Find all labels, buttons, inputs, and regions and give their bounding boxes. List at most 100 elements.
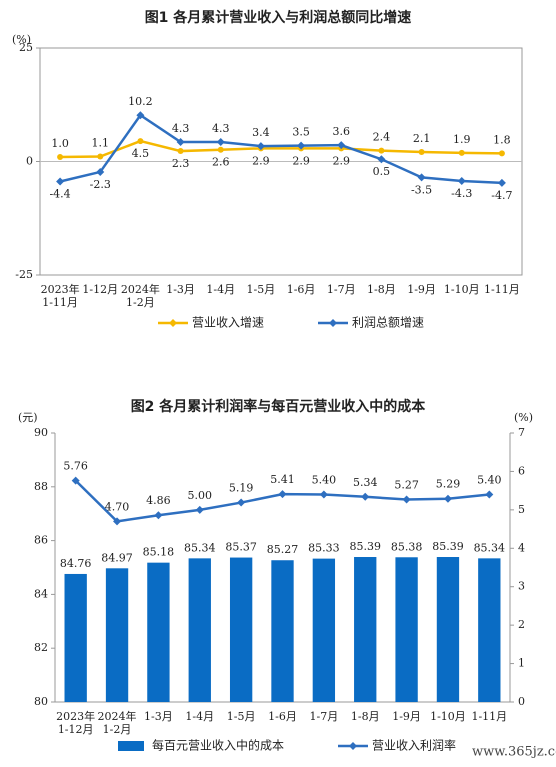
y-tick-label: 0: [26, 155, 33, 168]
x-tick-label: 2024年 1-2月: [98, 709, 137, 736]
value-label: -4.7: [491, 189, 512, 202]
value-label: 5.34: [353, 476, 378, 489]
y2-tick-label: 7: [518, 426, 525, 439]
value-label: 85.34: [184, 541, 216, 554]
bar: [478, 558, 501, 702]
x-tick-label: 1-10月: [444, 283, 480, 296]
x-tick-label: 1-8月: [351, 710, 380, 723]
marker: [136, 111, 145, 120]
x-tick-label: 1-6月: [287, 283, 316, 296]
x-tick-label: 2024年 1-2月: [121, 282, 160, 309]
bar: [229, 557, 253, 702]
marker: [237, 498, 246, 507]
x-tick-label: 1-11月: [471, 710, 507, 723]
value-label: 2.4: [373, 131, 391, 144]
value-label: 2.9: [333, 154, 351, 167]
y-tick-label: 80: [34, 695, 48, 708]
legend-swatch: [118, 741, 144, 751]
value-label: 5.40: [477, 473, 502, 486]
value-label: 1.1: [92, 137, 110, 150]
value-label: 5.40: [312, 473, 337, 486]
marker: [56, 177, 65, 186]
value-label: 5.00: [188, 489, 213, 502]
x-tick-label: 2023年 1-11月: [41, 282, 80, 309]
marker: [418, 148, 425, 155]
marker: [57, 153, 64, 160]
marker: [498, 150, 505, 157]
value-label: 4.5: [132, 147, 150, 160]
legend-label: 利润总额增速: [352, 316, 424, 330]
marker: [71, 476, 80, 485]
marker: [485, 490, 494, 499]
x-tick-label: 1-7月: [310, 710, 339, 723]
x-tick-label: 1-5月: [227, 710, 256, 723]
marker: [154, 511, 163, 520]
marker: [402, 495, 411, 504]
value-label: 10.2: [128, 95, 153, 108]
marker: [278, 490, 287, 499]
value-label: 4.3: [212, 122, 230, 135]
marker: [97, 153, 104, 160]
bar: [354, 557, 377, 702]
y2-tick-label: 1: [518, 657, 525, 670]
marker: [337, 141, 346, 150]
marker: [497, 178, 506, 187]
bar: [395, 557, 418, 702]
value-label: 2.9: [292, 154, 310, 167]
y-tick-label: 82: [34, 641, 48, 654]
bar: [147, 562, 170, 702]
value-label: 2.1: [413, 132, 431, 145]
legend-swatch: [329, 319, 337, 327]
x-tick-label: 1-12月: [82, 283, 118, 296]
line: [74, 479, 490, 523]
marker: [177, 148, 184, 155]
marker: [216, 137, 225, 146]
legend-swatch: [169, 319, 177, 327]
marker: [417, 173, 426, 182]
x-tick-label: 1-10月: [430, 710, 466, 723]
value-label: 5.27: [394, 478, 419, 491]
y-unit: (%): [12, 33, 31, 46]
value-label: -3.5: [411, 183, 432, 196]
value-label: 2.3: [172, 157, 190, 170]
value-label: 5.19: [229, 482, 254, 495]
legend-label: 营业收入增速: [192, 316, 264, 330]
y2-unit: (%): [514, 411, 533, 424]
value-label: 1.9: [453, 133, 471, 146]
value-label: 4.86: [146, 494, 171, 507]
value-label: 85.37: [225, 541, 257, 554]
value-label: 84.97: [101, 551, 133, 564]
marker: [458, 149, 465, 156]
value-label: -4.3: [451, 187, 472, 200]
value-label: 1.8: [493, 133, 511, 146]
value-label: 2.9: [252, 154, 270, 167]
x-tick-label: 1-11月: [484, 283, 520, 296]
value-label: 3.5: [292, 126, 310, 139]
marker: [443, 494, 452, 503]
value-label: -2.3: [90, 178, 111, 191]
y2-tick-label: 2: [518, 618, 525, 631]
x-tick-label: 1-4月: [185, 710, 214, 723]
marker: [137, 138, 144, 145]
marker: [378, 147, 385, 154]
x-tick-label: 1-7月: [327, 283, 356, 296]
bar: [436, 557, 460, 702]
y2-tick-label: 5: [518, 503, 525, 516]
value-label: 85.34: [474, 541, 506, 554]
watermark: www.365jz.com: [472, 745, 556, 760]
line: [59, 113, 502, 185]
value-label: 1.0: [51, 137, 69, 150]
x-tick-label: 1-3月: [166, 283, 195, 296]
marker: [195, 505, 204, 514]
value-label: 85.18: [143, 546, 175, 559]
y-tick-label: -25: [15, 268, 33, 281]
x-tick-label: 1-3月: [144, 710, 173, 723]
x-tick-label: 1-8月: [367, 283, 396, 296]
bar: [64, 573, 87, 702]
marker: [217, 146, 224, 153]
y2-tick-label: 3: [518, 580, 525, 593]
line: [60, 139, 502, 159]
x-tick-label: 1-5月: [247, 283, 276, 296]
y-tick-label: 86: [34, 534, 48, 547]
